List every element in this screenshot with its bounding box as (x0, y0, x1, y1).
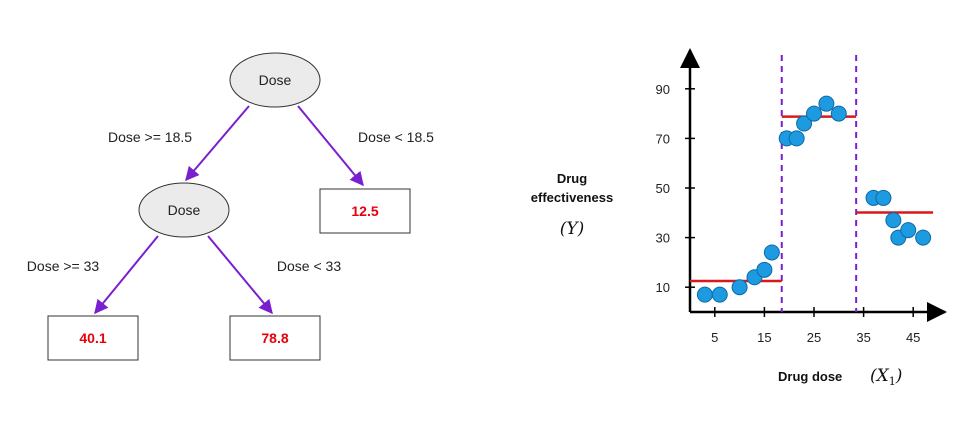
data-point (806, 105, 822, 122)
y-tick-label: 50 (656, 181, 670, 196)
edge-inner-to-right-leaf (207, 235, 273, 315)
split-lines (780, 55, 858, 312)
data-point (875, 189, 892, 206)
x-tick-label: 25 (807, 330, 821, 345)
data-point (818, 95, 835, 112)
data-point (763, 244, 780, 261)
x-axis-title: Drug dose (778, 369, 842, 384)
edge-inner-to-left-leaf (94, 235, 159, 315)
edge-root-to-inner (185, 105, 250, 182)
leaf-inner-left-value: 40.1 (79, 330, 106, 346)
edge-label-root-left: Dose >= 18.5 (108, 129, 192, 145)
inner-node (138, 182, 230, 238)
root-node (229, 52, 321, 108)
leaf-inner-right (229, 315, 321, 361)
data-point (696, 286, 713, 303)
x-ticks: 5 15 25 35 45 (711, 307, 920, 345)
y-axis-title-line2: effectiveness (531, 190, 613, 205)
x-tick-label: 15 (757, 330, 771, 345)
y-tick-label: 70 (656, 131, 670, 146)
y-tick-label: 10 (656, 280, 670, 295)
y-ticks: 10 30 50 70 90 (656, 82, 695, 295)
prediction-segments (690, 115, 934, 283)
data-point (731, 279, 748, 296)
leaf-inner-left (47, 315, 139, 361)
data-point (788, 130, 805, 147)
y-axis-title-line1: Drug (557, 171, 587, 186)
data-point (756, 261, 773, 278)
y-tick-label: 30 (656, 231, 670, 246)
edge-label-inner-right: Dose < 33 (277, 258, 341, 274)
data-point (796, 115, 813, 132)
data-point (711, 286, 728, 303)
root-node-label: Dose (259, 72, 292, 88)
edge-root-to-right-leaf (297, 105, 364, 187)
edge-label-inner-left: Dose >= 33 (27, 258, 100, 274)
x-axis-symbol: (X1) (870, 366, 902, 388)
x-tick-label: 45 (906, 330, 920, 345)
leaf-right (319, 188, 411, 234)
data-point (885, 212, 902, 229)
x-tick-label: 5 (711, 330, 718, 345)
inner-node-label: Dose (168, 202, 201, 218)
leaf-inner-right-value: 78.8 (261, 330, 288, 346)
y-tick-label: 90 (656, 82, 670, 97)
leaf-right-value: 12.5 (351, 203, 378, 219)
y-axis-symbol: (Y) (560, 219, 585, 239)
decision-tree: Dose Dose >= 18.5 Dose < 18.5 Dose 12.5 … (27, 52, 434, 361)
x-tick-label: 35 (856, 330, 870, 345)
data-point (830, 105, 847, 122)
data-point (915, 229, 932, 246)
data-point (900, 222, 917, 239)
edge-label-root-right: Dose < 18.5 (358, 129, 434, 145)
data-points (696, 95, 932, 303)
